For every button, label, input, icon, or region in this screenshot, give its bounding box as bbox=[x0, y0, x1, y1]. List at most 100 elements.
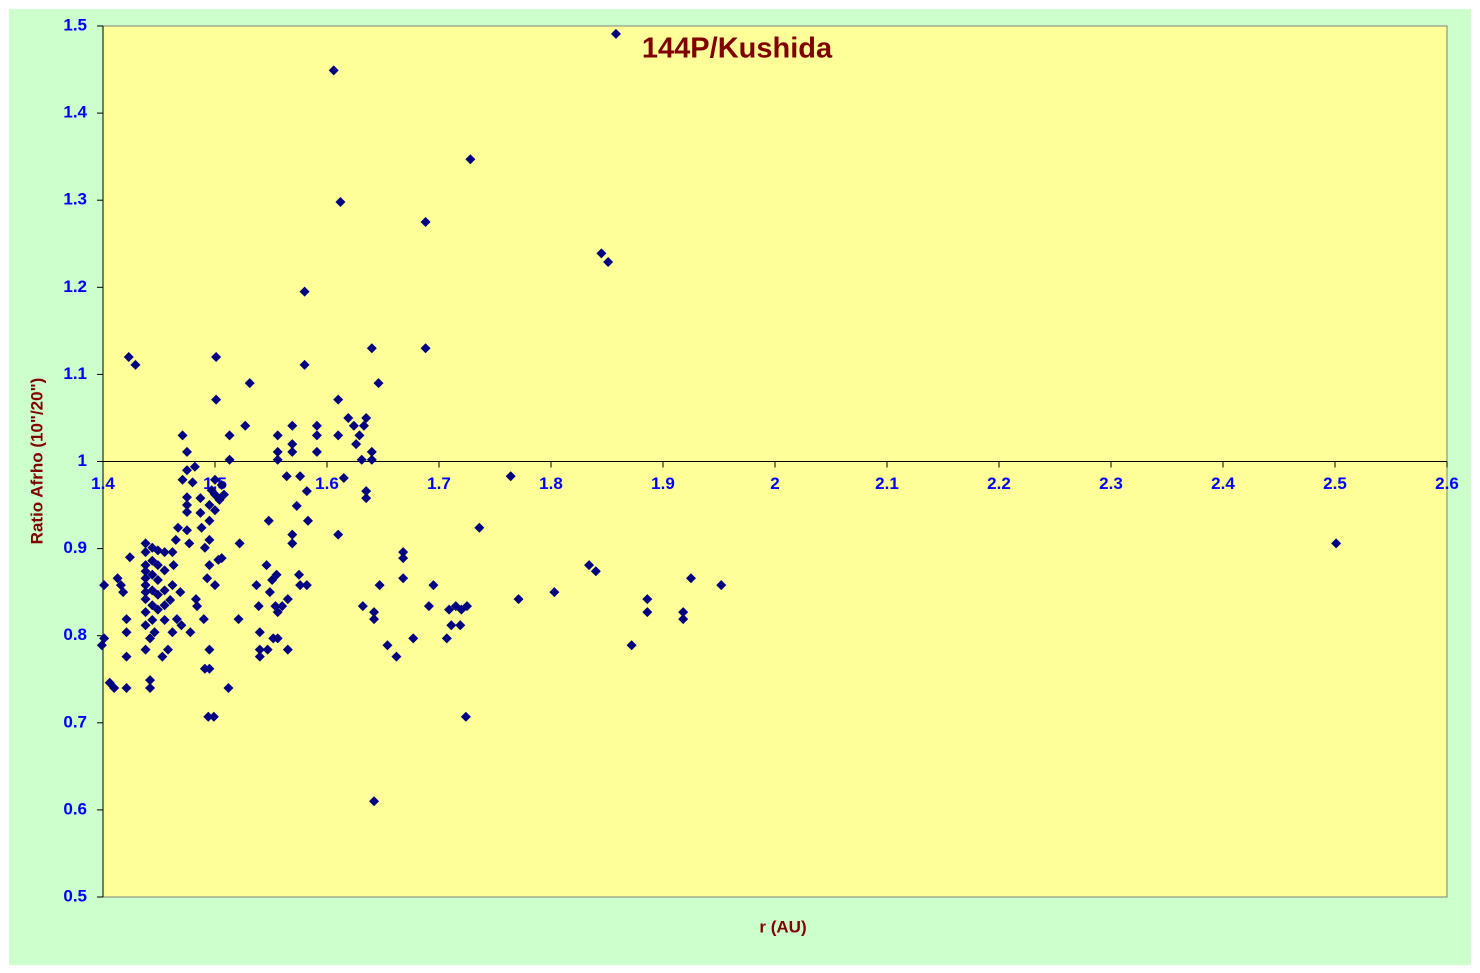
data-point bbox=[171, 614, 182, 625]
data-point bbox=[428, 580, 439, 591]
data-point bbox=[147, 615, 158, 626]
data-point bbox=[177, 474, 188, 485]
y-tick-label: 0.7 bbox=[63, 712, 87, 731]
data-point bbox=[121, 682, 132, 693]
data-point bbox=[423, 601, 434, 612]
data-point bbox=[446, 620, 457, 631]
data-point bbox=[311, 430, 322, 441]
x-tick-label: 1.4 bbox=[91, 474, 115, 493]
data-point bbox=[204, 663, 215, 674]
x-tick-label: 2.6 bbox=[1435, 474, 1459, 493]
data-point bbox=[374, 580, 385, 591]
data-point bbox=[549, 587, 560, 598]
data-point bbox=[287, 529, 298, 540]
data-point bbox=[233, 614, 244, 625]
data-point bbox=[369, 607, 380, 618]
data-point bbox=[140, 573, 151, 584]
y-tick-label: 1.1 bbox=[63, 364, 87, 383]
data-point bbox=[351, 439, 362, 450]
y-tick-label: 1.5 bbox=[63, 15, 87, 34]
data-point bbox=[152, 574, 163, 585]
data-point bbox=[369, 796, 380, 807]
data-point bbox=[168, 560, 179, 571]
data-point bbox=[211, 394, 222, 405]
data-point bbox=[272, 633, 283, 644]
data-point bbox=[140, 620, 151, 631]
data-point bbox=[338, 473, 349, 484]
data-point bbox=[192, 601, 203, 612]
data-point bbox=[301, 580, 312, 591]
data-point bbox=[333, 394, 344, 405]
data-point bbox=[333, 529, 344, 540]
data-point bbox=[335, 196, 346, 207]
data-point bbox=[240, 420, 251, 431]
data-point bbox=[112, 573, 123, 584]
data-point bbox=[584, 560, 595, 571]
data-point bbox=[1331, 538, 1342, 549]
data-point bbox=[262, 644, 273, 655]
data-point bbox=[361, 412, 372, 423]
y-tick-label: 0.8 bbox=[63, 625, 87, 644]
data-point bbox=[408, 633, 419, 644]
data-point bbox=[140, 594, 151, 605]
y-tick-label: 1.2 bbox=[63, 277, 87, 296]
data-point bbox=[261, 560, 272, 571]
chart-title: 144P/Kushida bbox=[642, 33, 833, 65]
data-point bbox=[159, 565, 170, 576]
data-point bbox=[678, 607, 689, 618]
data-point bbox=[216, 553, 227, 564]
data-point bbox=[190, 594, 201, 605]
data-point bbox=[159, 615, 170, 626]
data-point bbox=[287, 446, 298, 457]
data-point bbox=[441, 633, 452, 644]
data-point bbox=[140, 566, 151, 577]
data-point bbox=[218, 489, 229, 500]
data-point bbox=[420, 343, 431, 354]
data-point bbox=[311, 446, 322, 457]
data-point bbox=[187, 477, 198, 488]
data-point bbox=[369, 614, 380, 625]
x-tick-label: 2.2 bbox=[987, 474, 1011, 493]
data-point bbox=[287, 538, 298, 549]
data-point bbox=[358, 420, 369, 431]
y-tick-label: 1.4 bbox=[63, 103, 87, 122]
data-point bbox=[96, 640, 107, 651]
data-point bbox=[208, 711, 219, 722]
data-point bbox=[165, 594, 176, 605]
data-point bbox=[145, 682, 156, 693]
data-point bbox=[420, 216, 431, 227]
data-point bbox=[366, 343, 377, 354]
data-point bbox=[642, 607, 653, 618]
data-point bbox=[121, 614, 132, 625]
y-tick-label: 0.9 bbox=[63, 538, 87, 557]
data-point bbox=[282, 644, 293, 655]
x-tick-label: 2.4 bbox=[1211, 474, 1235, 493]
data-point bbox=[159, 600, 170, 611]
data-point bbox=[348, 420, 359, 431]
data-point bbox=[311, 420, 322, 431]
data-point bbox=[216, 480, 227, 491]
data-point bbox=[123, 351, 134, 362]
data-point bbox=[596, 248, 607, 259]
y-tick-label: 0.5 bbox=[63, 886, 87, 905]
data-point bbox=[104, 677, 115, 688]
data-point bbox=[267, 574, 278, 585]
data-point bbox=[254, 644, 265, 655]
data-point bbox=[210, 474, 220, 485]
data-point bbox=[505, 471, 516, 482]
data-point bbox=[167, 627, 178, 638]
data-point bbox=[398, 553, 409, 564]
data-point bbox=[196, 522, 207, 533]
data-point bbox=[678, 614, 689, 625]
data-point bbox=[272, 430, 283, 441]
data-point bbox=[686, 573, 696, 584]
data-point bbox=[204, 534, 215, 545]
data-point bbox=[270, 601, 281, 612]
data-point bbox=[177, 430, 188, 441]
data-point bbox=[295, 471, 306, 482]
data-point bbox=[328, 65, 339, 76]
data-point bbox=[149, 627, 160, 638]
data-point bbox=[121, 627, 132, 638]
data-point bbox=[152, 560, 163, 571]
data-point bbox=[118, 587, 129, 598]
